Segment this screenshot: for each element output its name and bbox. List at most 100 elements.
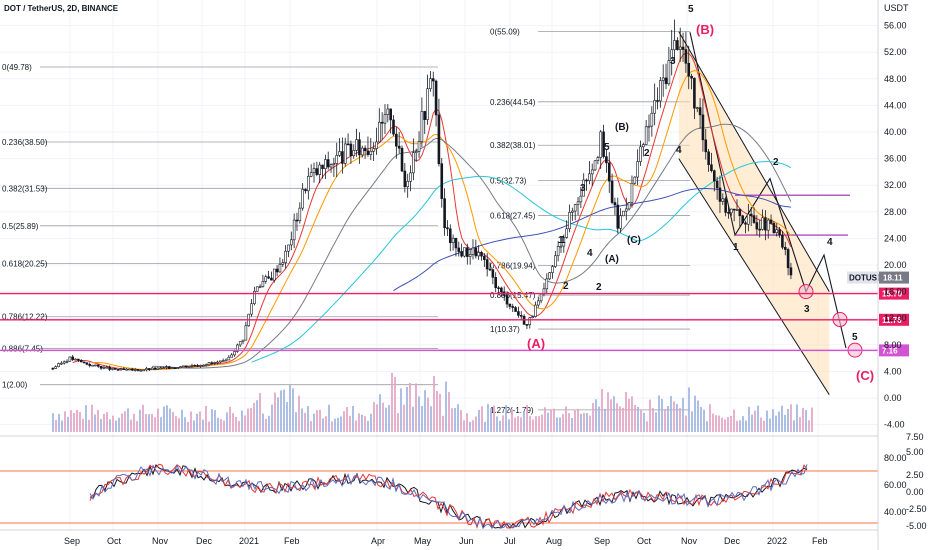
volume-bar [73, 413, 75, 432]
candle-body [630, 182, 634, 203]
candle-body [94, 364, 97, 367]
volume-bar [610, 399, 612, 432]
volume-bar [208, 421, 210, 432]
candle-body [414, 151, 418, 153]
time-tick-label: Dec [724, 536, 741, 546]
volume-bar [358, 413, 360, 432]
volume-bar [223, 420, 225, 432]
volume-bar [388, 405, 390, 432]
volume-bar [373, 402, 375, 432]
rsi-panel [0, 435, 878, 530]
candle-body [74, 358, 77, 361]
candle-body [119, 368, 123, 371]
volume-bar [664, 409, 666, 432]
volume-bar [781, 405, 783, 432]
volume-bar [739, 420, 741, 432]
candle-body [349, 143, 353, 156]
candle-body [741, 215, 744, 224]
volume-bar [157, 408, 159, 432]
candle-body [111, 368, 114, 370]
wave-label: 3 [580, 183, 586, 194]
volume-bar [244, 415, 246, 432]
candle-body [619, 215, 622, 229]
candle-body [576, 201, 580, 205]
volume-bar [442, 415, 444, 432]
candle-body [272, 268, 276, 281]
candle-body [284, 250, 287, 263]
volume-bar [511, 409, 513, 432]
level-tag [879, 344, 909, 357]
time-tick-label: Feb [812, 536, 828, 546]
candle-body [184, 365, 188, 368]
candle-body [471, 247, 475, 255]
candle-body [579, 195, 583, 203]
candle-body [335, 155, 339, 164]
candle-body [250, 303, 253, 315]
candle-body [193, 364, 197, 367]
candle-body [775, 229, 779, 233]
candle-body [769, 219, 773, 224]
candle-body [346, 143, 350, 146]
candle-body [519, 315, 523, 317]
candle-body [179, 366, 182, 368]
time-tick-label: Jun [459, 536, 474, 546]
candle-body [352, 150, 356, 156]
volume-bar [139, 409, 141, 432]
candle-body [647, 125, 651, 128]
candle-body [764, 217, 767, 231]
candle-body [324, 159, 327, 169]
wave-label: 5 [688, 4, 694, 15]
volume-bar [355, 420, 357, 432]
wave-label: 5 [852, 332, 858, 343]
volume-bar [643, 412, 645, 432]
candle-body [457, 247, 461, 252]
candle-body [99, 366, 103, 369]
wave-label-red: (A) [527, 336, 545, 351]
current-symbol-tag [847, 271, 878, 284]
candle-body [568, 212, 571, 230]
candle-body [142, 369, 145, 372]
candle-body [690, 75, 693, 79]
rsi-tick-label: 80.00 [884, 453, 907, 463]
candle-body [531, 316, 534, 319]
volume-bar [130, 419, 132, 432]
volume-bar [82, 418, 84, 432]
volume-bar [784, 414, 786, 432]
fib-left-label: 0.5(25.89) [2, 222, 39, 231]
candle-body [667, 60, 671, 85]
candle-body [79, 359, 83, 363]
volume-bar [418, 396, 420, 432]
fib-retracement-left[interactable]: 0(49.78) 0.236(38.50) 0.382(31.53) 0.5(25.8… [2, 63, 438, 390]
volume-bar [628, 398, 630, 432]
volume-bar [310, 421, 312, 432]
ma-xlong-line [251, 161, 792, 363]
projection-channel[interactable] [678, 31, 863, 395]
price-tick-label: 52.00 [884, 47, 907, 57]
candle-body [267, 276, 270, 279]
candle-body [485, 259, 489, 270]
volume-bar [703, 409, 705, 432]
volume-bar [451, 408, 453, 432]
volume-bar [55, 419, 57, 432]
candle-body [131, 368, 134, 371]
volume-bar [52, 413, 54, 432]
volume-bar [274, 392, 276, 432]
candle-body [704, 139, 708, 153]
candle-body [468, 254, 472, 257]
volume-bar [106, 412, 108, 432]
current-price-label: 18.11 [883, 274, 903, 283]
volume-bar [727, 417, 729, 432]
candle-body [491, 269, 495, 278]
volume-bar [58, 414, 60, 432]
fib-retracement-right[interactable]: 0(55.09) 0.236(44.54) 0.382(38.01) 0.5(32.7… [490, 28, 690, 415]
chart-title: DOT / TetherUS, 2D, BINANCE [4, 4, 119, 13]
rsi-right-tick-label: 2.50 [906, 470, 924, 480]
volume-bar [124, 411, 126, 432]
volume-bar [490, 408, 492, 432]
volume-bar [319, 409, 321, 432]
volume-bar [334, 418, 336, 432]
volume-bar [679, 408, 681, 432]
candle-body [602, 131, 605, 157]
